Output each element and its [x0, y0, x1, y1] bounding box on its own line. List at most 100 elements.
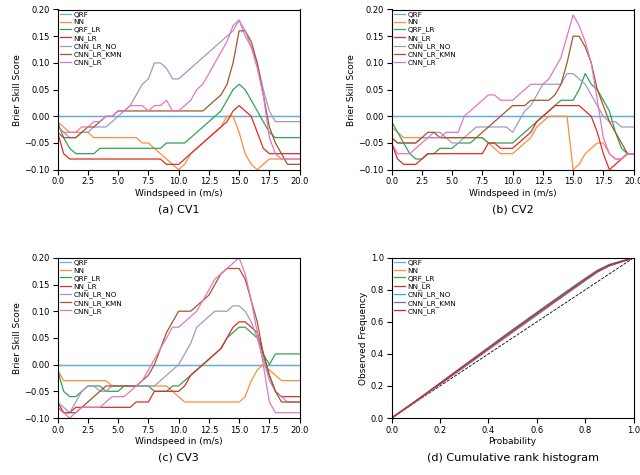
CNN_LR_KMN	[515, 103, 522, 108]
NN	[217, 124, 225, 130]
QRF	[236, 114, 243, 119]
QRF_LR	[150, 389, 158, 394]
NN_LR	[54, 399, 61, 405]
NN_LR	[569, 285, 577, 291]
CNN_LR	[502, 97, 510, 103]
CNN_LR	[412, 398, 420, 404]
CNN_LR_NO	[497, 124, 504, 130]
QRF	[102, 114, 110, 119]
CNN_LR_KMN	[90, 124, 98, 130]
QRF_LR	[612, 130, 620, 135]
NN	[253, 167, 261, 172]
CNN_LR	[236, 17, 243, 23]
NN	[581, 151, 589, 157]
QRF_LR	[624, 151, 632, 157]
CNN_LR_KMN	[403, 405, 410, 411]
QRF	[407, 402, 415, 408]
NN	[394, 130, 401, 135]
CNN_LR	[569, 285, 577, 290]
QRF	[108, 362, 116, 368]
CNN_LR_KMN	[96, 119, 104, 124]
CNN_LR_KMN	[132, 108, 140, 114]
CNN_LR_NO	[551, 81, 559, 87]
QRF_LR	[460, 140, 468, 146]
NN	[108, 135, 116, 141]
NN_LR	[545, 108, 553, 114]
QRF_LR	[217, 346, 225, 352]
NN	[436, 381, 444, 387]
X-axis label: Probability: Probability	[488, 437, 537, 446]
NN_LR	[145, 156, 152, 162]
CNN_LR_KMN	[60, 410, 67, 416]
CNN_LR	[115, 394, 122, 399]
NN_LR	[248, 114, 255, 119]
Line: CNN_LR_NO: CNN_LR_NO	[392, 258, 634, 418]
CNN_LR	[296, 410, 303, 416]
QRF	[132, 114, 140, 119]
QRF	[96, 114, 104, 119]
NN_LR	[163, 389, 170, 394]
CNN_LR	[533, 310, 541, 316]
CNN_LR_NO	[253, 60, 261, 66]
NN_LR	[138, 399, 146, 405]
QRF	[78, 114, 86, 119]
CNN_LR_KMN	[418, 135, 426, 141]
QRF_LR	[248, 330, 255, 335]
NN_LR	[229, 108, 237, 114]
CNN_LR	[241, 28, 249, 34]
NN	[72, 130, 79, 135]
CNN_LR_NO	[229, 303, 237, 309]
QRF	[569, 286, 577, 292]
QRF_LR	[296, 135, 303, 141]
CNN_LR	[417, 395, 424, 400]
CNN_LR_KMN	[593, 269, 601, 275]
CNN_LR_KMN	[605, 263, 613, 268]
NN	[527, 135, 534, 141]
CNN_LR	[400, 407, 408, 412]
NN	[163, 383, 170, 389]
CNN_LR	[551, 66, 559, 71]
QRF_LR	[390, 414, 398, 419]
NN_LR	[175, 389, 182, 394]
CNN_LR_NO	[253, 335, 261, 341]
NN	[120, 383, 128, 389]
CNN_LR	[593, 97, 601, 103]
NN	[557, 295, 565, 301]
NN_LR	[388, 140, 396, 146]
CNN_LR	[132, 383, 140, 389]
CNN_LR_NO	[84, 130, 92, 135]
QRF	[588, 114, 595, 119]
CNN_LR_NO	[296, 119, 303, 124]
Line: NN_LR: NN_LR	[58, 322, 300, 413]
CNN_LR_NO	[407, 401, 415, 407]
QRF	[120, 362, 128, 368]
NN_LR	[181, 156, 189, 162]
CNN_LR_NO	[241, 308, 249, 314]
QRF	[388, 415, 396, 421]
QRF_LR	[217, 108, 225, 114]
CNN_LR	[229, 23, 237, 28]
QRF	[90, 362, 98, 368]
QRF	[497, 338, 504, 344]
Line: CNN_LR_NO: CNN_LR_NO	[392, 74, 634, 143]
CNN_LR_NO	[217, 308, 225, 314]
QRF	[253, 362, 261, 368]
CNN_LR	[515, 92, 522, 98]
QRF_LR	[397, 408, 405, 414]
NN_LR	[612, 162, 620, 167]
QRF	[241, 362, 249, 368]
CNN_LR_NO	[157, 60, 164, 66]
NN	[407, 402, 415, 408]
CNN_LR_NO	[448, 371, 456, 377]
NN	[102, 135, 110, 141]
CNN_LR	[266, 135, 273, 141]
CNN_LR_KMN	[271, 140, 279, 146]
NN_LR	[138, 156, 146, 162]
QRF	[392, 412, 400, 418]
CNN_LR_NO	[138, 383, 146, 389]
QRF_LR	[278, 351, 285, 357]
NN	[266, 367, 273, 373]
CNN_LR_NO	[581, 81, 589, 87]
CNN_LR_NO	[271, 119, 279, 124]
CNN_LR_NO	[157, 378, 164, 383]
